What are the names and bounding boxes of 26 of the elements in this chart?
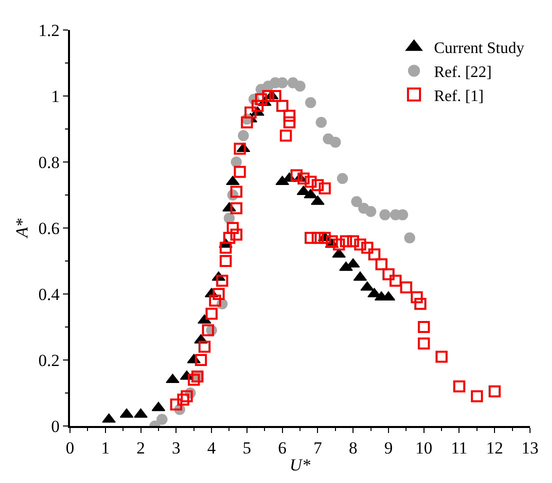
x-tick-label: 7: [313, 438, 322, 458]
x-tick-label: 1: [101, 438, 110, 458]
legend-label: Current Study: [434, 40, 524, 58]
x-tick-label: 3: [172, 438, 180, 458]
y-tick-label: 1.2: [38, 20, 60, 40]
x-tick-label: 9: [384, 438, 393, 458]
x-tick-label: 0: [66, 438, 74, 458]
x-axis-title: U*: [290, 455, 311, 474]
x-tick-label: 11: [451, 438, 468, 458]
y-tick-label: 0.6: [38, 218, 60, 238]
x-tick-label: 8: [348, 438, 358, 458]
y-tick-label: 1: [51, 86, 60, 106]
x-tick-label: 5: [242, 438, 252, 458]
x-tick-label: 4: [207, 438, 216, 458]
legend-label: Ref. [1]: [434, 88, 484, 105]
x-tick-label: 2: [136, 438, 146, 458]
y-tick-label: 0.2: [38, 350, 60, 370]
x-tick-label: 13: [522, 438, 538, 458]
legend-label: Ref. [22]: [434, 64, 492, 81]
x-tick-label: 12: [486, 438, 504, 458]
y-axis-title: A*: [12, 218, 32, 238]
x-tick-label: 6: [278, 438, 287, 458]
y-tick-label: 0.8: [38, 152, 60, 172]
y-tick-label: 0.4: [38, 284, 60, 304]
y-tick-label: 0: [51, 416, 60, 436]
x-tick-label: 10: [415, 438, 432, 458]
